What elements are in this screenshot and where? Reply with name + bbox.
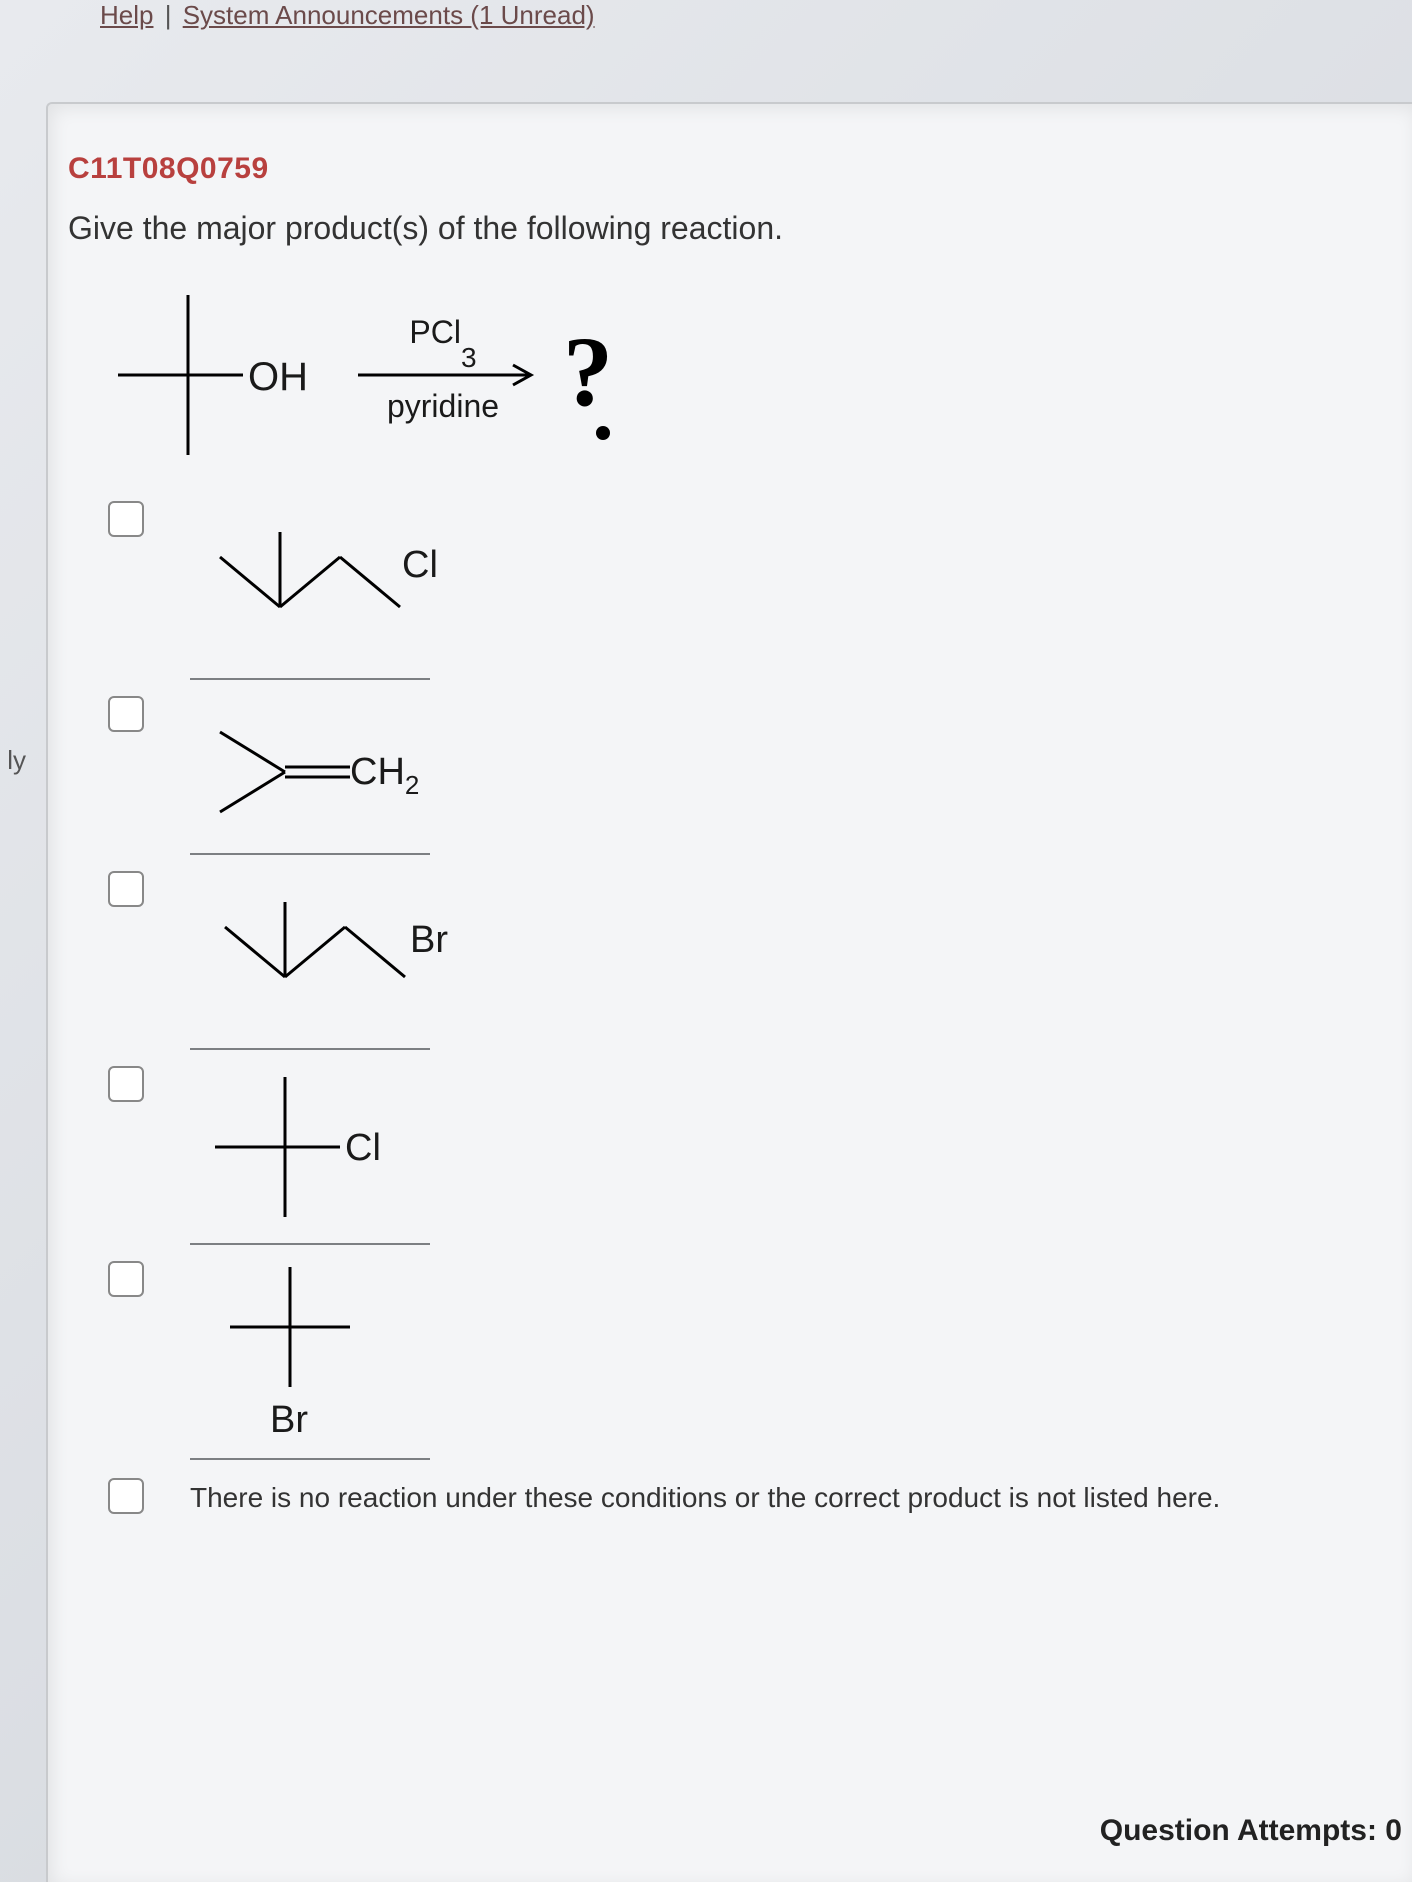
opt5-br-label: Br — [270, 1399, 308, 1441]
option-checkbox-1[interactable] — [108, 501, 144, 537]
question-panel: C11T08Q0759 Give the major product(s) of… — [46, 102, 1412, 1882]
option-figure-4: Cl — [190, 1060, 450, 1255]
substrate-oh-label: OH — [248, 355, 308, 399]
option-figure-2: CH2 — [190, 690, 470, 865]
top-links-bar: Help | System Announcements (1 Unread) — [0, 0, 1412, 40]
option-row: There is no reaction under these conditi… — [108, 1478, 1372, 1514]
attempts-footer: Question Attempts: 0 — [1100, 1814, 1402, 1848]
option-checkbox-5[interactable] — [108, 1261, 144, 1297]
reagent-top-label: PCl3 — [409, 314, 476, 373]
option-row: Cl — [108, 1060, 1372, 1255]
option-figure-3: Br — [190, 865, 480, 1060]
opt3-br-label: Br — [410, 919, 448, 961]
option-figure-1: Cl — [190, 495, 470, 690]
option-row: Br — [108, 1255, 1372, 1478]
opt2-ch2-label: CH2 — [350, 751, 419, 800]
opt1-cl-label: Cl — [402, 544, 438, 586]
opt4-cl-label: Cl — [345, 1127, 381, 1169]
option-row: Br — [108, 865, 1372, 1060]
option-text-6: There is no reaction under these conditi… — [190, 1478, 1220, 1514]
question-id: C11T08Q0759 — [68, 152, 1372, 186]
option-row: Cl — [108, 495, 1372, 690]
reagent-bottom-label: pyridine — [387, 388, 499, 424]
option-checkbox-4[interactable] — [108, 1066, 144, 1102]
question-prompt: Give the major product(s) of the followi… — [68, 210, 1372, 247]
product-question-mark-icon: ? — [563, 316, 613, 427]
left-side-tab[interactable]: ly — [0, 730, 28, 790]
option-checkbox-2[interactable] — [108, 696, 144, 732]
reaction-scheme: OH PCl3 pyridine ? — [98, 265, 1372, 485]
option-checkbox-3[interactable] — [108, 871, 144, 907]
help-link[interactable]: Help — [100, 0, 153, 31]
option-figure-5: Br — [190, 1255, 450, 1478]
answer-options: Cl — [108, 495, 1372, 1514]
separator: | — [157, 0, 178, 31]
qmark-dot-icon — [596, 426, 610, 440]
option-row: CH2 — [108, 690, 1372, 865]
option-checkbox-6[interactable] — [108, 1478, 144, 1514]
system-announcements-link[interactable]: System Announcements (1 Unread) — [183, 0, 595, 31]
app-viewport: Help | System Announcements (1 Unread) l… — [0, 0, 1412, 1882]
panel-inner: C11T08Q0759 Give the major product(s) of… — [48, 104, 1412, 1514]
